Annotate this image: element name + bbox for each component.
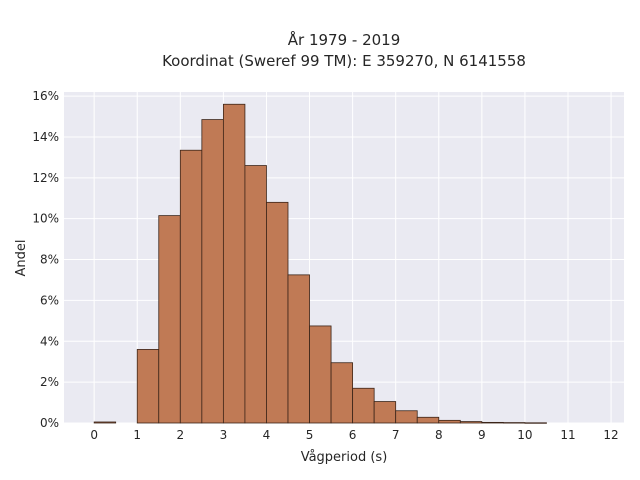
histogram-bar bbox=[352, 387, 375, 424]
y-tick-label: 12% bbox=[32, 171, 59, 185]
x-tick-label: 1 bbox=[133, 428, 141, 442]
x-tick-label: 12 bbox=[603, 428, 618, 442]
y-tick-label: 4% bbox=[40, 334, 59, 348]
y-tick-label: 0% bbox=[40, 416, 59, 430]
histogram-bar bbox=[502, 422, 526, 424]
x-tick-label: 9 bbox=[478, 428, 486, 442]
y-tick-label: 14% bbox=[32, 130, 59, 144]
x-tick-label: 8 bbox=[435, 428, 443, 442]
histogram-bar bbox=[93, 421, 117, 424]
y-axis-label: Andel bbox=[14, 240, 29, 277]
y-axis-ticks: 0% 2% 4% 6% 8% 10% 12% 14% 16% bbox=[32, 89, 59, 430]
histogram-bar bbox=[266, 201, 289, 424]
y-tick-label: 10% bbox=[32, 212, 59, 226]
histogram-bar bbox=[158, 215, 181, 424]
x-tick-label: 3 bbox=[220, 428, 228, 442]
histogram-bar bbox=[395, 410, 418, 424]
y-tick-label: 16% bbox=[32, 89, 59, 103]
histogram-bar bbox=[330, 362, 354, 424]
chart-title: År 1979 - 2019 bbox=[288, 30, 401, 49]
x-tick-label: 4 bbox=[263, 428, 271, 442]
x-tick-label: 6 bbox=[349, 428, 357, 442]
y-tick-label: 6% bbox=[40, 293, 59, 307]
histogram-bar bbox=[373, 401, 397, 424]
x-axis-ticks: 0 1 2 3 4 5 6 7 8 9 10 11 12 bbox=[90, 428, 618, 442]
x-tick-label: 2 bbox=[176, 428, 184, 442]
x-tick-label: 7 bbox=[392, 428, 400, 442]
histogram-bar bbox=[481, 421, 504, 424]
x-axis-label: Vågperiod (s) bbox=[301, 450, 388, 465]
histogram-bar bbox=[416, 416, 440, 424]
histogram-bar bbox=[287, 274, 310, 424]
x-tick-label: 0 bbox=[90, 428, 98, 442]
histogram-bar bbox=[179, 149, 203, 424]
histogram-bar bbox=[459, 421, 483, 424]
x-tick-label: 10 bbox=[517, 428, 532, 442]
x-tick-label: 5 bbox=[306, 428, 314, 442]
histogram-bar bbox=[524, 422, 547, 424]
histogram-bar bbox=[309, 325, 332, 424]
histogram-bar bbox=[201, 119, 224, 424]
y-tick-label: 8% bbox=[40, 253, 59, 267]
histogram-bar bbox=[136, 349, 160, 424]
histogram-bar bbox=[438, 419, 461, 424]
histogram-bar bbox=[222, 103, 246, 424]
x-tick-label: 11 bbox=[560, 428, 575, 442]
histogram-bar bbox=[244, 165, 267, 424]
chart-subtitle: Koordinat (Sweref 99 TM): E 359270, N 61… bbox=[162, 52, 526, 70]
y-tick-label: 2% bbox=[40, 375, 59, 389]
histogram-bars bbox=[93, 103, 547, 424]
